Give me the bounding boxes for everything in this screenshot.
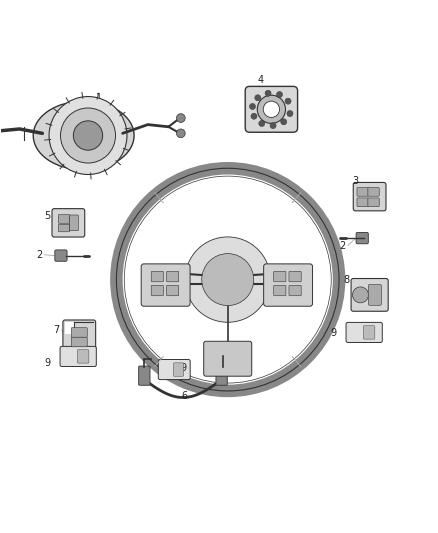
Circle shape [263,101,279,117]
Text: 3: 3 [353,176,359,185]
Circle shape [125,176,331,383]
Circle shape [255,95,261,101]
Bar [65,322,74,334]
FancyBboxPatch shape [173,363,184,376]
Circle shape [270,123,276,128]
Circle shape [177,114,185,123]
Circle shape [249,103,255,110]
Text: 4: 4 [258,75,264,85]
FancyBboxPatch shape [245,86,297,132]
Text: 1: 1 [96,93,102,103]
FancyBboxPatch shape [289,285,301,296]
FancyBboxPatch shape [52,208,85,237]
Text: 2: 2 [36,250,42,260]
FancyBboxPatch shape [166,285,179,296]
FancyBboxPatch shape [368,198,379,207]
FancyBboxPatch shape [204,341,252,376]
Text: 6: 6 [181,391,187,401]
FancyBboxPatch shape [274,271,286,282]
FancyBboxPatch shape [71,337,87,347]
FancyBboxPatch shape [151,285,163,296]
FancyBboxPatch shape [346,322,382,343]
FancyBboxPatch shape [58,224,70,232]
Text: 7: 7 [53,325,60,335]
FancyBboxPatch shape [351,279,388,311]
Text: 9: 9 [45,358,51,368]
Circle shape [185,237,270,322]
Circle shape [177,129,185,138]
FancyBboxPatch shape [60,346,96,367]
FancyBboxPatch shape [363,326,375,339]
Circle shape [265,90,271,96]
Text: 9: 9 [180,363,186,373]
FancyBboxPatch shape [356,232,368,244]
FancyBboxPatch shape [274,285,286,296]
FancyBboxPatch shape [353,182,386,211]
Text: 9: 9 [331,328,337,338]
Circle shape [202,254,254,305]
FancyBboxPatch shape [70,215,78,231]
Circle shape [276,92,283,98]
Circle shape [49,96,127,174]
Ellipse shape [33,101,134,170]
Circle shape [251,113,257,119]
Circle shape [287,110,293,117]
FancyBboxPatch shape [71,328,87,337]
FancyBboxPatch shape [368,285,381,305]
FancyBboxPatch shape [289,271,301,282]
Circle shape [285,98,291,104]
Circle shape [259,120,265,126]
FancyBboxPatch shape [78,350,89,363]
FancyBboxPatch shape [151,271,163,282]
Circle shape [281,119,287,125]
Text: 8: 8 [344,275,350,285]
FancyBboxPatch shape [357,198,368,207]
FancyBboxPatch shape [139,366,150,385]
Circle shape [353,287,368,303]
FancyBboxPatch shape [264,264,313,306]
FancyBboxPatch shape [166,271,179,282]
Text: 2: 2 [339,240,346,251]
FancyBboxPatch shape [141,264,190,306]
Circle shape [257,95,286,124]
Circle shape [60,108,116,163]
FancyBboxPatch shape [368,188,379,196]
Text: 5: 5 [45,211,51,221]
FancyBboxPatch shape [58,215,70,223]
FancyBboxPatch shape [357,188,368,196]
FancyBboxPatch shape [63,320,95,353]
FancyBboxPatch shape [158,359,190,379]
FancyBboxPatch shape [55,250,67,261]
Circle shape [73,121,102,150]
FancyBboxPatch shape [216,366,227,385]
